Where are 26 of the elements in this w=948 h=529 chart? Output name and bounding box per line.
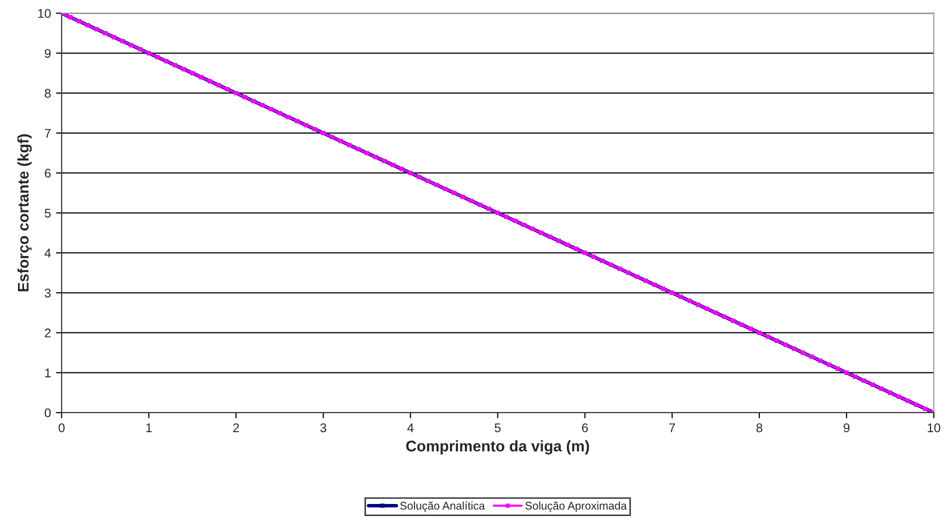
y-tick-label: 8 bbox=[44, 88, 51, 98]
legend-label: Solução Analítica bbox=[400, 501, 485, 512]
y-tick-label: 5 bbox=[44, 208, 51, 218]
y-tick-label: 4 bbox=[44, 248, 51, 258]
x-tick-label: 9 bbox=[844, 423, 850, 432]
x-tick-label: 6 bbox=[582, 423, 588, 432]
x-tick-label: 5 bbox=[494, 423, 501, 432]
y-tick-label: 0 bbox=[44, 408, 51, 418]
x-tick-label: 8 bbox=[756, 423, 762, 432]
x-tick-label: 3 bbox=[320, 423, 326, 432]
x-tick-label: 10 bbox=[928, 423, 940, 432]
y-tick-label: 9 bbox=[44, 48, 51, 58]
y-axis-title: Esforço cortante (kgf) bbox=[17, 134, 32, 292]
y-tick-label: 7 bbox=[44, 128, 51, 138]
y-tick-label: 10 bbox=[38, 9, 51, 18]
x-axis-title: Comprimento da viga (m) bbox=[406, 440, 590, 455]
x-tick-label: 7 bbox=[669, 423, 675, 432]
x-tick-label: 4 bbox=[407, 423, 414, 432]
y-tick-label: 6 bbox=[44, 168, 51, 178]
y-tick-label: 2 bbox=[44, 328, 51, 338]
x-tick-label: 0 bbox=[58, 423, 65, 432]
x-tick-label: 2 bbox=[233, 423, 239, 432]
y-tick-label: 1 bbox=[45, 368, 51, 378]
legend-label: Solução Aproximada bbox=[525, 502, 627, 512]
y-tick-label: 3 bbox=[44, 288, 51, 298]
x-tick-label: 1 bbox=[146, 423, 152, 432]
